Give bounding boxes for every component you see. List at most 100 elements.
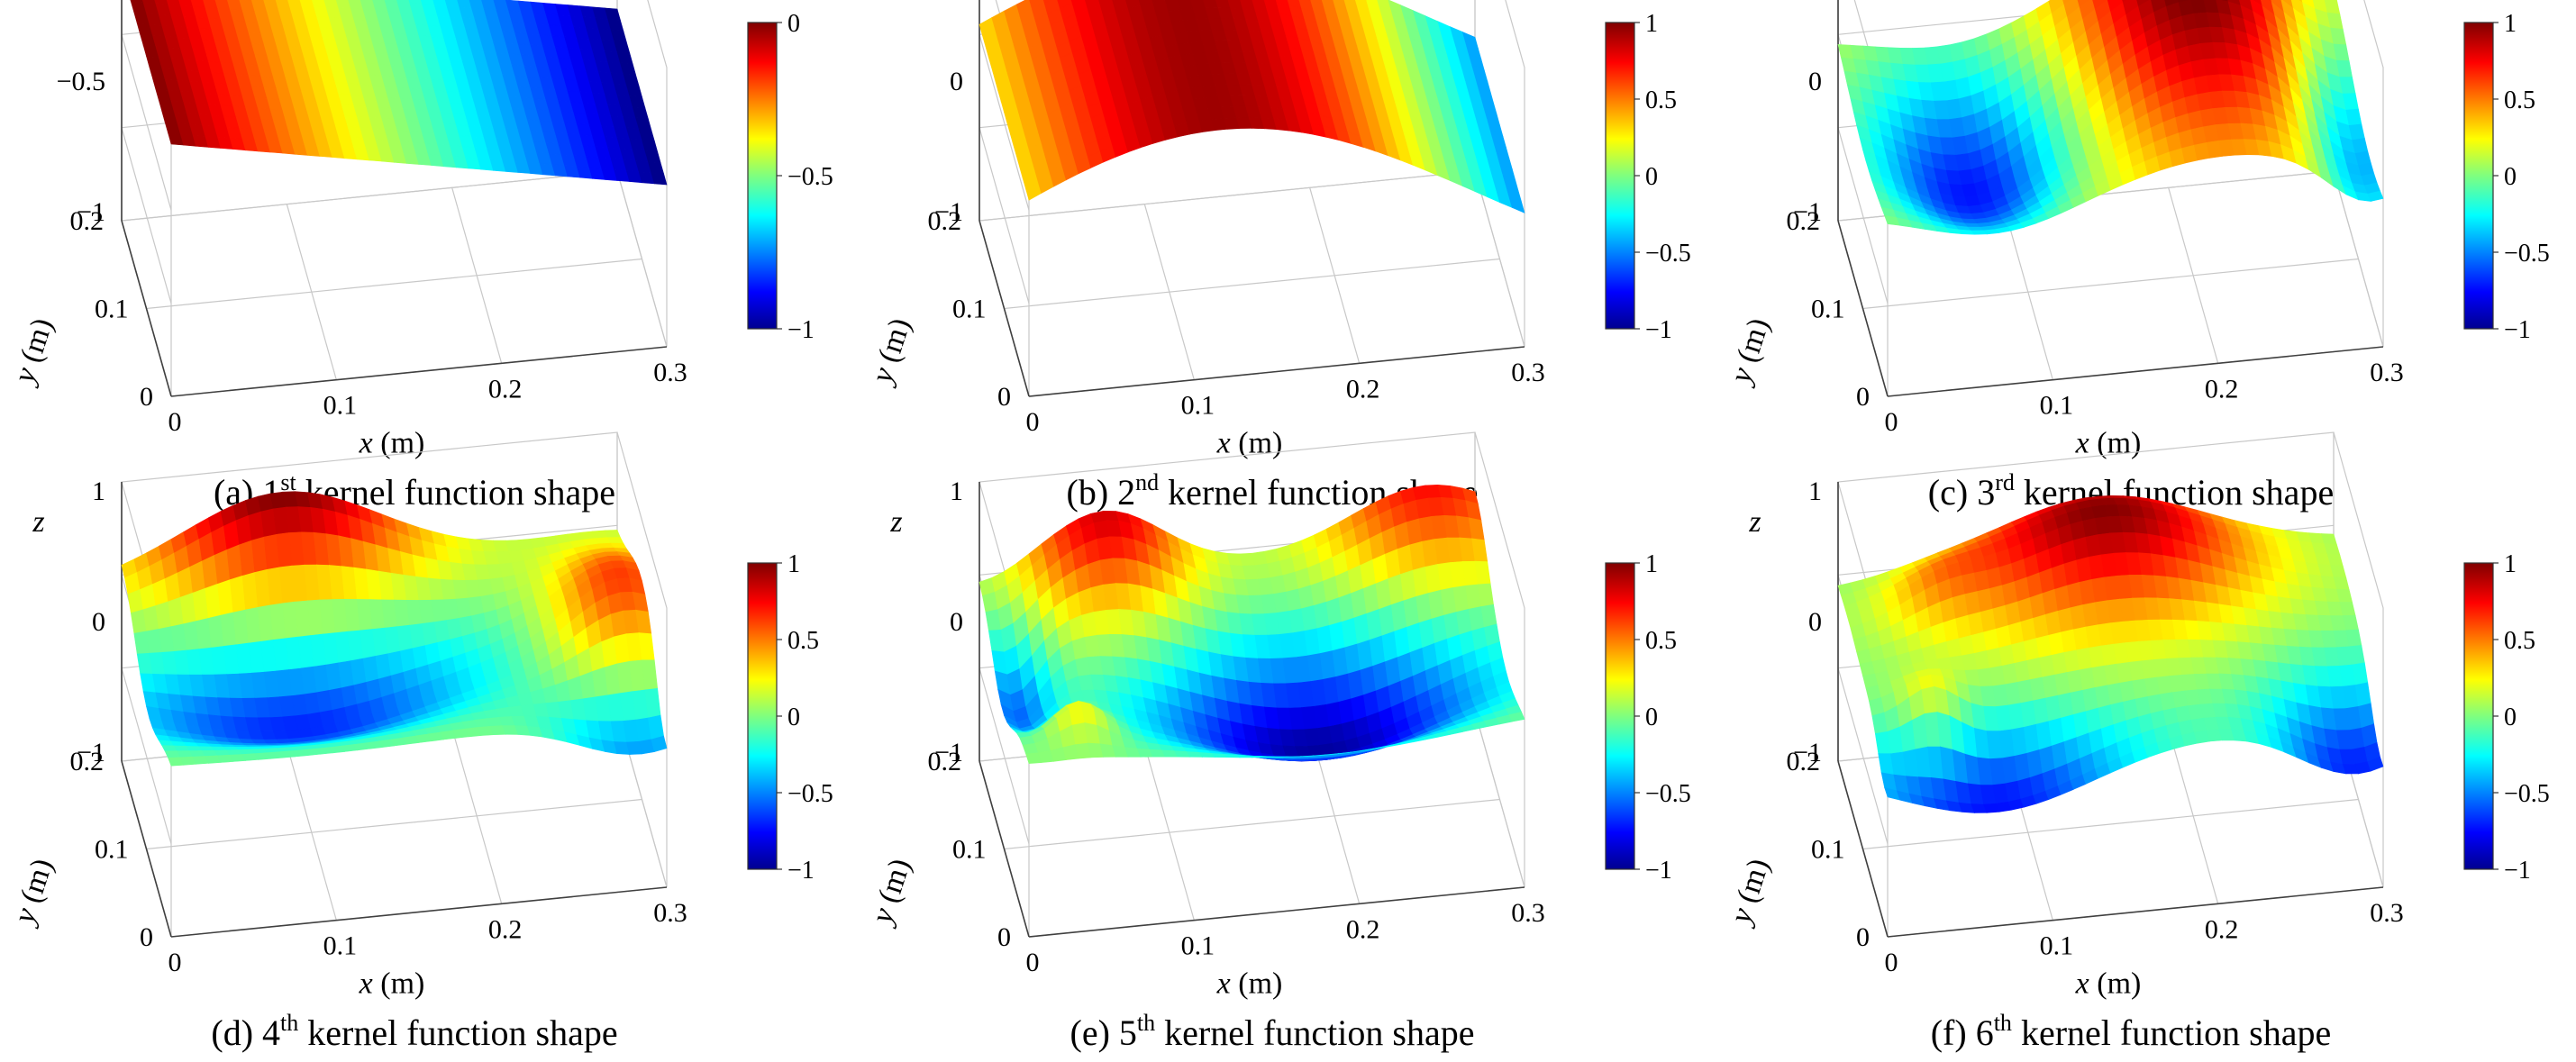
- surface-patch: [648, 714, 664, 740]
- x-axis-unit: (m): [1231, 967, 1283, 1001]
- x-axis-label: x (m): [2075, 967, 2142, 1001]
- panel-caption: (a) 1st kernel function shape: [214, 469, 615, 513]
- colorbar-gradient: [2463, 22, 2494, 330]
- surface: [121, 491, 668, 767]
- colorbar-tick-label: 0: [1645, 703, 1658, 731]
- colorbar-tick-label: 1: [2504, 10, 2517, 38]
- x-tick-label: 0: [1885, 407, 1898, 437]
- x-tick-label: 0: [1026, 948, 1040, 977]
- caption-prefix: (c) 3: [1928, 472, 1995, 513]
- colorbar-tick-label: −0.5: [787, 780, 833, 808]
- grid-line: [121, 127, 172, 304]
- grid-line: [146, 258, 642, 310]
- z-tick-label: 0: [1808, 607, 1822, 637]
- colorbar: 1 0.5 0 −0.5 −1: [1605, 550, 1691, 885]
- caption-superscript: rd: [1995, 469, 2015, 495]
- x-tick-label: 0.2: [2205, 914, 2239, 944]
- y-tick-label: 0.1: [1811, 295, 1845, 324]
- y-axis-line: [1837, 220, 1889, 397]
- colorbar: 1 0.5 0 −0.5 −1: [2463, 10, 2550, 344]
- surface-patch: [2354, 682, 2371, 707]
- x-tick-label: 0.2: [1346, 374, 1380, 404]
- colorbar-tick-label: 1: [2504, 550, 2517, 578]
- x-tick-label: 0.1: [323, 391, 358, 421]
- caption-superscript: th: [1137, 1010, 1155, 1036]
- x-axis-unit: (m): [373, 427, 425, 460]
- y-tick-label: 0: [997, 382, 1011, 412]
- x-tick-label: 0.3: [653, 898, 687, 928]
- x-tick-label: 0.3: [1511, 358, 1545, 387]
- y-axis-label: y (m): [7, 314, 60, 389]
- colorbar-tick-label: −0.5: [1645, 240, 1691, 268]
- x-axis-var: x: [1216, 427, 1231, 460]
- caption-suffix: kernel function shape: [298, 1012, 617, 1053]
- y-tick-label: 0.2: [928, 206, 962, 236]
- grid-line: [979, 127, 1030, 304]
- y-axis-label: y (m): [865, 314, 918, 389]
- panel-e: 00.10.20.3x (m)00.10.2y (m)10−1z10.50−0.…: [865, 431, 1691, 1053]
- caption-superscript: th: [280, 1010, 298, 1036]
- surface: [979, 484, 1525, 764]
- panel-caption: (e) 5th kernel function shape: [1070, 1010, 1475, 1053]
- caption-prefix: (d) 4: [211, 1012, 280, 1053]
- x-axis-label: x (m): [359, 967, 425, 1001]
- x-tick-label: 0.1: [323, 931, 358, 961]
- caption-suffix: kernel function shape: [1155, 1012, 1474, 1053]
- colorbar: 1 0.5 0 −0.5 −1: [747, 550, 833, 885]
- colorbar-tick-label: −1: [787, 316, 815, 344]
- colorbar: 0 −0.5 −1: [747, 10, 833, 344]
- main-axes: [121, 0, 668, 397]
- y-axis-line: [1837, 760, 1889, 938]
- colorbar-gradient: [747, 22, 778, 330]
- x-axis-line: [170, 886, 668, 938]
- colorbar-tick-label: 0: [1645, 163, 1658, 191]
- z-tick-label: 1: [1808, 477, 1822, 506]
- caption-superscript: st: [280, 469, 296, 495]
- z-tick-label: 1: [950, 477, 963, 506]
- panel-caption: (d) 4th kernel function shape: [211, 1010, 617, 1053]
- y-axis-label: y (m): [865, 855, 918, 930]
- panel-b: 00.10.20.3x (m)00.10.2y (m)10−1z10.50−0.…: [865, 0, 1691, 513]
- surface-patch: [1480, 604, 1497, 628]
- caption-prefix: (f) 6: [1931, 1012, 1994, 1053]
- surface-patch: [2358, 703, 2375, 729]
- y-axis-line: [121, 220, 172, 397]
- panel-f: 00.10.20.3x (m)00.10.2y (m)10−1z10.50−0.…: [1724, 431, 2550, 1053]
- grid-line: [146, 798, 642, 850]
- panel-d: 00.10.20.3x (m)00.10.2y (m)10−1z10.50−0.…: [7, 431, 833, 1053]
- z-axis-label: z: [32, 505, 44, 539]
- colorbar-tick-label: 0.5: [1645, 86, 1677, 114]
- z-tick-label: −0.5: [57, 67, 105, 96]
- z-tick-label: −1: [934, 738, 963, 767]
- right-wall: [2333, 0, 2384, 348]
- y-tick-label: 0: [140, 382, 153, 412]
- surface-patch: [1508, 195, 1525, 213]
- colorbar-tick-label: 0.5: [2504, 627, 2535, 655]
- y-tick-label: 0.1: [952, 295, 987, 324]
- y-tick-label: 0: [1856, 382, 1870, 412]
- y-axis-line: [121, 760, 172, 938]
- x-axis-var: x: [2075, 967, 2089, 1001]
- z-axis-label: z: [889, 505, 902, 539]
- x-tick-label: 0.2: [1346, 914, 1380, 944]
- x-tick-label: 0: [1885, 948, 1898, 977]
- surface: [1837, 495, 2384, 813]
- grid-line: [1004, 798, 1500, 850]
- grid-line: [979, 34, 1030, 211]
- colorbar-tick-label: −1: [1645, 316, 1672, 344]
- surface: [130, 0, 668, 186]
- caption-superscript: th: [1994, 1010, 2012, 1036]
- y-axis-label: y (m): [7, 855, 60, 930]
- surface-patch: [2348, 123, 2365, 141]
- z-axis-label: z: [1748, 505, 1761, 539]
- caption-suffix: kernel function shape: [2012, 1012, 2331, 1053]
- x-tick-label: 0.2: [2205, 374, 2239, 404]
- panel-c: 00.10.20.3x (m)00.10.2y (m)10−1z10.50−0.…: [1724, 0, 2550, 513]
- x-axis-label: x (m): [359, 427, 425, 460]
- y-axis-unit: (m): [869, 314, 917, 374]
- surface: [1837, 0, 2384, 235]
- x-tick-label: 0.1: [2040, 931, 2074, 961]
- colorbar-tick-label: 0: [787, 10, 800, 38]
- y-tick-label: 0.1: [95, 835, 129, 865]
